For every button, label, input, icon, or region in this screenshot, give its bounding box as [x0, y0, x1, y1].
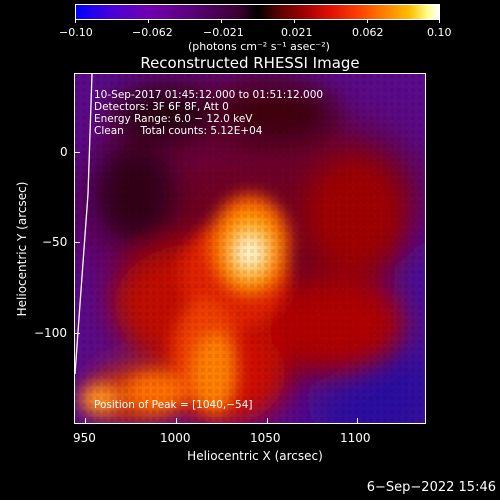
annotation-energy-range: Energy Range: 6.0 − 12.0 keV: [94, 113, 253, 125]
plot-title: Reconstructed RHESSI Image: [140, 54, 360, 72]
colorbar-tick: [221, 19, 222, 23]
annotation-detectors: Detectors: 3F 6F 8F, Att 0: [94, 101, 229, 113]
y-tick-mark: [74, 333, 80, 334]
solar-image-panel: [74, 73, 426, 424]
colorbar: [75, 4, 440, 20]
colorbar-tick: [439, 19, 440, 23]
y-tick-label: −100: [34, 326, 67, 340]
x-tick-mark: [357, 418, 358, 424]
x-tick-label: 1100: [340, 431, 371, 445]
y-tick-mark: [74, 152, 80, 153]
x-tick-label: 1050: [250, 431, 281, 445]
x-tick-label: 950: [73, 431, 96, 445]
footer-timestamp: 6−Sep−2022 15:46: [366, 480, 496, 495]
x-tick-mark: [267, 418, 268, 424]
colorbar-tick: [75, 19, 76, 23]
y-tick-label: 0: [60, 145, 68, 159]
y-tick-label: −50: [42, 235, 68, 249]
y-tick-mark: [74, 242, 80, 243]
colorbar-tick-label: −0.10: [59, 26, 93, 39]
colorbar-tick-label: −0.021: [203, 26, 244, 39]
colorbar-tick-label: 0.10: [427, 26, 452, 39]
annotation-clean-counts: Clean Total counts: 5.12E+04: [94, 125, 263, 137]
colorbar-unit-label: (photons cm⁻² s⁻¹ asec⁻²): [188, 40, 330, 53]
colorbar-tick-label: −0.062: [132, 26, 173, 39]
colorbar-tick: [148, 19, 149, 23]
colorbar-tick: [367, 19, 368, 23]
x-tick-mark: [176, 418, 177, 424]
y-axis-label: Heliocentric Y (arcsec): [15, 181, 29, 317]
x-tick-mark: [85, 418, 86, 424]
colorbar-tick-label: 0.021: [281, 26, 313, 39]
x-axis-label: Heliocentric X (arcsec): [187, 449, 323, 463]
annotation-peak-position: Position of Peak = [1040,−54]: [94, 399, 253, 411]
solar-limb-line: [75, 74, 93, 375]
colorbar-tick-label: 0.062: [352, 26, 384, 39]
colorbar-tick: [294, 19, 295, 23]
rhessi-image: [75, 74, 425, 423]
annotation-time-range: 10-Sep-2017 01:45:12.000 to 01:51:12.000: [94, 89, 324, 101]
x-tick-label: 1000: [160, 431, 191, 445]
